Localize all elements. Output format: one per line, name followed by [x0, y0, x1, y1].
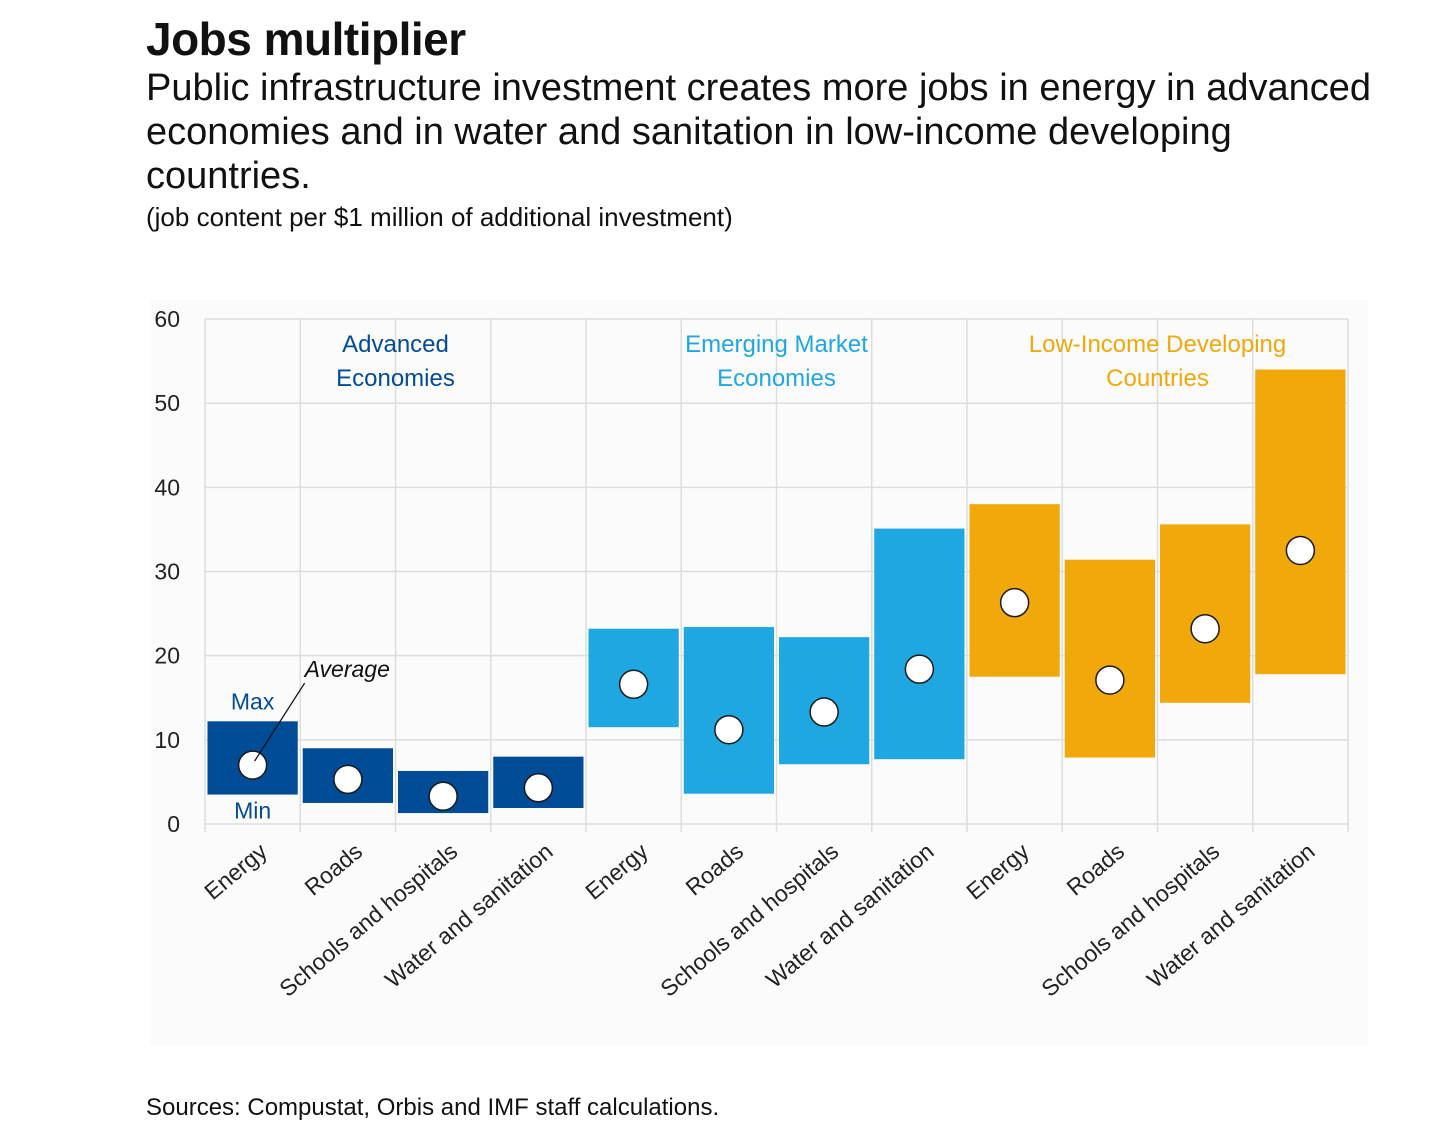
y-tick-label: 20 [154, 643, 180, 669]
y-tick-label: 40 [154, 474, 180, 500]
range-bar [1160, 524, 1251, 703]
y-tick-label: 60 [154, 306, 180, 332]
group-label: Low-Income Developing [1029, 331, 1286, 358]
y-tick-label: 10 [154, 727, 180, 753]
group-label: Economies [717, 365, 836, 392]
range-bar [683, 627, 774, 794]
average-marker [618, 669, 649, 700]
average-leader-line [254, 682, 306, 762]
grid-layer [204, 318, 1349, 832]
average-marker [1190, 613, 1220, 644]
chart-title: Jobs multiplier [146, 13, 466, 65]
range-bar [1064, 559, 1155, 758]
average-marker [1285, 535, 1316, 566]
average-marker [428, 781, 458, 811]
average-marker [904, 654, 935, 684]
source-note: Sources: Compustat, Orbis and IMF staff … [146, 1094, 720, 1121]
average-marker [237, 750, 268, 780]
bar-layer [207, 369, 1346, 814]
y-tick-label: 30 [154, 559, 180, 585]
group-label: Countries [1106, 365, 1209, 392]
average-marker [809, 697, 839, 727]
units-note: (job content per $1 million of additiona… [146, 202, 733, 232]
range-bar [874, 528, 965, 760]
range-bar [1255, 369, 1346, 675]
y-tick-label: 0 [167, 811, 180, 837]
y-tick-label: 50 [154, 390, 180, 416]
group-label: Advanced [342, 331, 449, 358]
average-marker [333, 764, 363, 795]
average-marker [999, 587, 1030, 618]
chart-subtitle: Public infrastructure investment creates… [146, 67, 1372, 197]
group-label: Emerging Market [685, 331, 868, 358]
average-marker [714, 714, 744, 745]
average-marker [523, 773, 554, 803]
min-annotation: Min [234, 798, 271, 824]
average-marker [1095, 665, 1125, 695]
average-annotation: Average [303, 656, 390, 682]
max-annotation: Max [231, 688, 275, 714]
group-label: Economies [336, 365, 455, 392]
